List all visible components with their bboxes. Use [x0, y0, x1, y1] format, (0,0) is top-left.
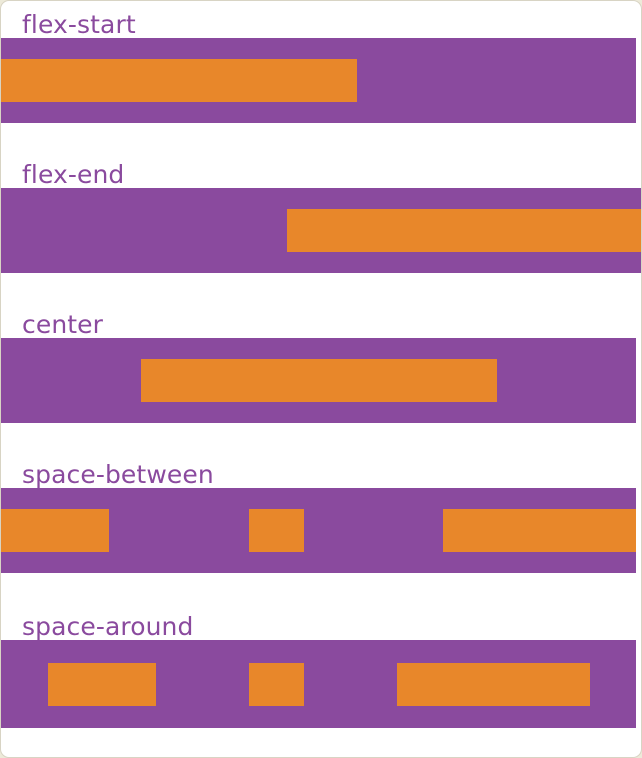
section-label-space-around: space-around [22, 612, 194, 641]
flex-item [287, 209, 395, 252]
flex-item [248, 662, 304, 706]
flex-item [396, 662, 590, 706]
flex-item [443, 509, 636, 552]
flex-item [109, 59, 164, 102]
flex-item [248, 509, 304, 552]
section-label-flex-end: flex-end [22, 160, 125, 189]
flex-item [140, 359, 249, 402]
flex-item [1, 509, 109, 552]
flex-container-flex-start [1, 38, 636, 123]
flex-container-space-between [1, 488, 636, 573]
section-label-flex-start: flex-start [22, 10, 136, 39]
flex-container-center [1, 338, 636, 423]
flex-container-space-around [1, 640, 636, 728]
flex-item [395, 209, 450, 252]
flex-item [450, 209, 641, 252]
section-label-space-between: space-between [22, 460, 214, 489]
flex-item [47, 662, 156, 706]
section-label-center: center [22, 310, 104, 339]
flex-item [248, 359, 304, 402]
flex-item [1, 59, 109, 102]
flex-item [303, 359, 497, 402]
flex-item [164, 59, 357, 102]
flex-container-flex-end [1, 188, 641, 273]
